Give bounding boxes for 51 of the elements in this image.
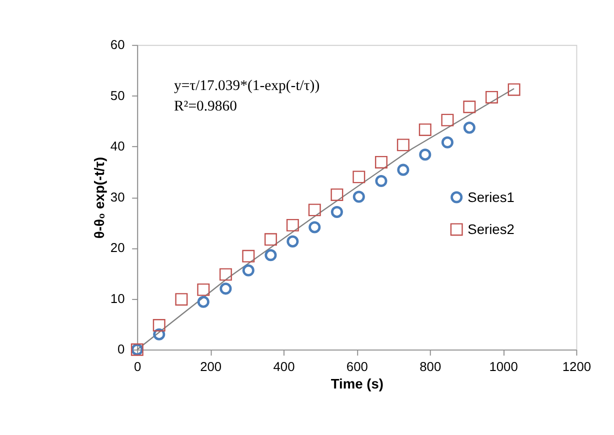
point xyxy=(463,122,476,134)
point xyxy=(485,90,498,104)
legend-label: Series1 xyxy=(468,190,514,205)
point xyxy=(242,264,254,276)
point xyxy=(418,123,432,136)
point xyxy=(352,170,366,184)
point xyxy=(330,206,343,218)
point xyxy=(197,283,210,296)
point xyxy=(219,268,232,281)
point xyxy=(419,148,432,161)
point xyxy=(220,282,232,295)
point xyxy=(374,156,388,168)
x-tick-label: 1000 xyxy=(489,359,518,374)
point xyxy=(308,204,321,216)
y-tick-label: 50 xyxy=(110,88,125,103)
point xyxy=(375,174,388,188)
y-tick-label: 10 xyxy=(110,290,125,306)
legend-label: Series2 xyxy=(468,222,514,238)
point xyxy=(264,249,277,262)
point xyxy=(308,221,321,234)
point xyxy=(396,138,410,152)
point xyxy=(330,188,344,201)
point xyxy=(286,218,299,232)
y-tick-label: 0 xyxy=(118,342,125,357)
point xyxy=(175,293,188,306)
point xyxy=(463,100,476,114)
y-tick-label: 30 xyxy=(110,189,125,204)
x-tick-label: 200 xyxy=(200,359,222,374)
x-tick-label: 0 xyxy=(134,359,142,374)
point xyxy=(197,296,210,308)
point xyxy=(286,235,299,248)
point xyxy=(508,83,520,96)
point xyxy=(242,250,255,262)
y-tick-label: 20 xyxy=(110,240,125,256)
y-axis-title: θ-θ₀ exp(-t/τ) xyxy=(92,156,107,239)
point xyxy=(441,114,454,126)
y-tick-label: 60 xyxy=(110,37,125,52)
point xyxy=(441,136,454,148)
point xyxy=(152,318,166,332)
x-tick-label: 600 xyxy=(346,359,368,374)
y-tick-label: 40 xyxy=(110,138,125,154)
point xyxy=(397,164,410,176)
x-tick-label: 400 xyxy=(273,359,295,374)
x-tick-label: 1200 xyxy=(562,359,592,374)
point xyxy=(153,328,166,340)
annotation: y=τ/17.039*(1-exp(-t/τ)) xyxy=(174,78,320,94)
point xyxy=(264,233,277,246)
x-tick-label: 800 xyxy=(420,359,442,374)
x-axis-title: Time (s) xyxy=(330,376,384,392)
annotation: R²=0.9860 xyxy=(174,98,237,114)
point xyxy=(352,190,365,203)
